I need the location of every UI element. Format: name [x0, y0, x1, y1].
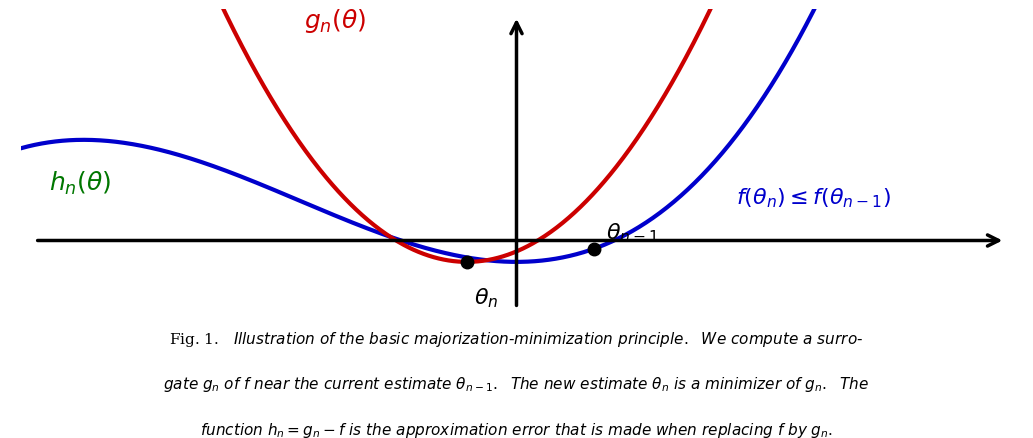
Text: $g_n(\theta)$: $g_n(\theta)$ [304, 7, 367, 35]
Text: $\theta_n$: $\theta_n$ [474, 287, 498, 311]
Text: $h_n(\theta)$: $h_n(\theta)$ [49, 170, 112, 197]
Text: $\mathit{gate}$ $g_n$ $\mathit{of}$ $f$ $\mathit{near\ the\ current\ estimate}$ : $\mathit{gate}$ $g_n$ $\mathit{of}$ $f$ … [163, 375, 870, 394]
Text: $\mathit{function}$ $h_n = g_n - f$ $\mathit{is\ the\ approximation\ error\ that: $\mathit{function}$ $h_n = g_n - f$ $\ma… [199, 421, 834, 438]
Text: Fig. 1.   $\mathit{Illustration\ of\ the\ basic\ majorization\text{-}minimizatio: Fig. 1. $\mathit{Illustration\ of\ the\ … [169, 330, 864, 349]
Text: $\theta_{n-1}$: $\theta_{n-1}$ [605, 222, 659, 245]
Text: $f(\theta_n) \leq f(\theta_{n-1})$: $f(\theta_n) \leq f(\theta_{n-1})$ [737, 186, 891, 209]
